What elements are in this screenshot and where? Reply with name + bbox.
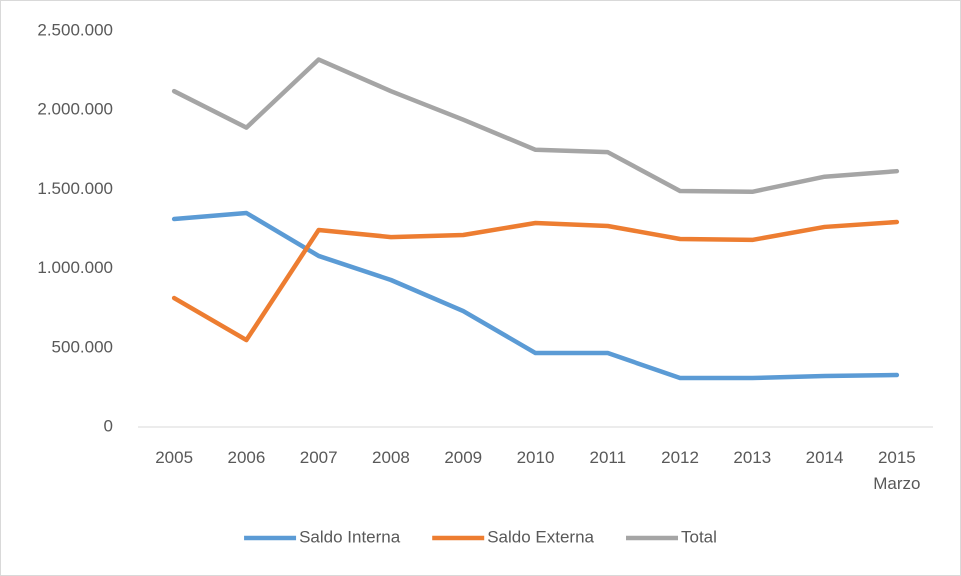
series-line	[171, 57, 900, 195]
x-tick-label: 2011	[589, 448, 626, 467]
x-tick-label: 2007	[300, 448, 338, 467]
x-tick-label: 2009	[444, 448, 482, 467]
y-tick-label: 2.500.000	[37, 20, 113, 39]
y-tick-label: 1.500.000	[37, 179, 113, 198]
x-tick-label: 2015 Marzo	[873, 448, 920, 493]
x-tick-label: 2005	[155, 448, 193, 467]
series-line	[171, 210, 900, 381]
legend-label: Total	[681, 527, 717, 546]
x-tick-label: 2008	[372, 448, 410, 467]
x-tick-label: 2010	[517, 448, 555, 467]
legend-label: Saldo Externa	[487, 527, 594, 546]
y-tick-label: 0	[104, 416, 113, 435]
y-tick-label: 1.000.000	[37, 258, 113, 277]
x-tick-label: 2006	[227, 448, 265, 467]
x-tick-label: 2013	[733, 448, 771, 467]
series-line	[171, 219, 900, 343]
y-tick-label: 2.000.000	[37, 100, 113, 119]
y-tick-label: 500.000	[52, 337, 113, 356]
x-tick-label: 2014	[806, 448, 844, 467]
x-tick-label: 2012	[661, 448, 699, 467]
legend: Saldo Interna Saldo Externa Total	[244, 527, 717, 546]
legend-label: Saldo Interna	[299, 527, 401, 546]
